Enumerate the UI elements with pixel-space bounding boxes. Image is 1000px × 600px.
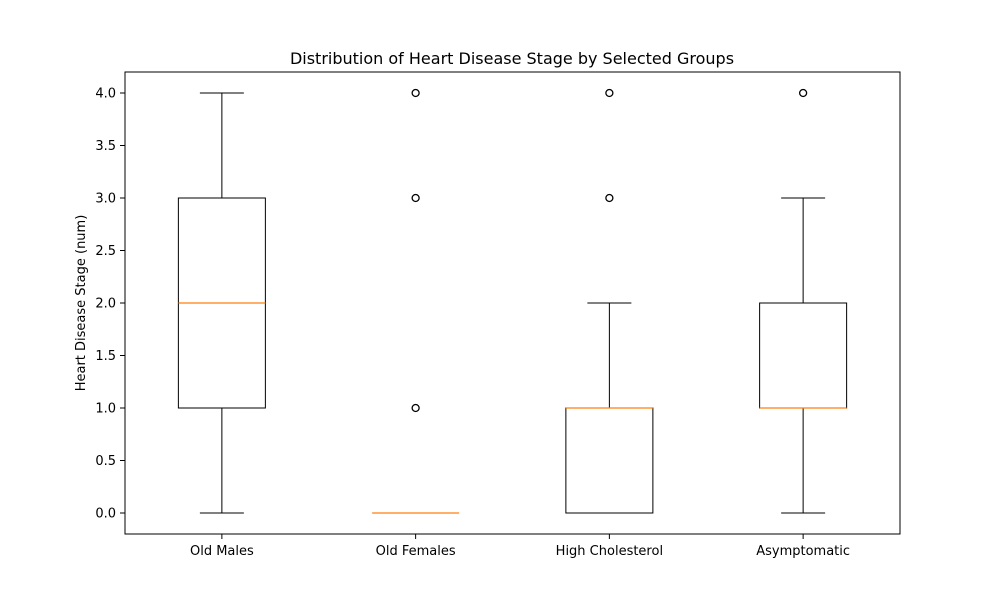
y-tick-label: 0.0: [95, 507, 116, 522]
y-tick-label: 1.0: [95, 402, 116, 417]
x-tick-label: Old Males: [190, 544, 254, 559]
plot-area: 0.0 0.5 1.0 1.5 2.0 2.5 3.0 3.5 4.0 Old Males Old …: [95, 71, 901, 559]
y-tick-label: 2.0: [95, 297, 116, 312]
chart-title: Distribution of Heart Disease Stage by S…: [290, 49, 734, 68]
y-tick-label: 3.5: [95, 139, 116, 154]
y-tick-label: 4.0: [95, 87, 116, 102]
outlier-point: [411, 403, 420, 413]
x-tick-label: Old Females: [376, 544, 456, 559]
outlier-point: [798, 88, 808, 98]
y-tick-label: 3.0: [95, 192, 116, 207]
y-tick-label: 2.5: [95, 244, 116, 259]
outlier-point: [411, 88, 420, 98]
x-tick-label: High Cholesterol: [556, 544, 663, 559]
outlier-point: [605, 88, 614, 98]
outlier-point: [411, 193, 420, 203]
box: [565, 407, 654, 514]
y-tick-label: 0.5: [95, 454, 116, 469]
x-tick-label: Asymptomatic: [756, 544, 850, 559]
outlier-point: [605, 193, 614, 203]
y-tick-label: 1.5: [95, 349, 116, 364]
y-axis-label: Heart Disease Stage (num): [74, 215, 89, 392]
box: [759, 302, 848, 409]
